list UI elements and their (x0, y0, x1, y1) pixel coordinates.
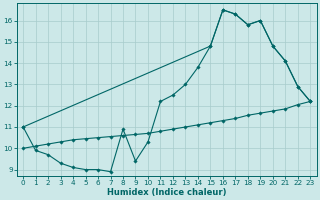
X-axis label: Humidex (Indice chaleur): Humidex (Indice chaleur) (107, 188, 227, 197)
